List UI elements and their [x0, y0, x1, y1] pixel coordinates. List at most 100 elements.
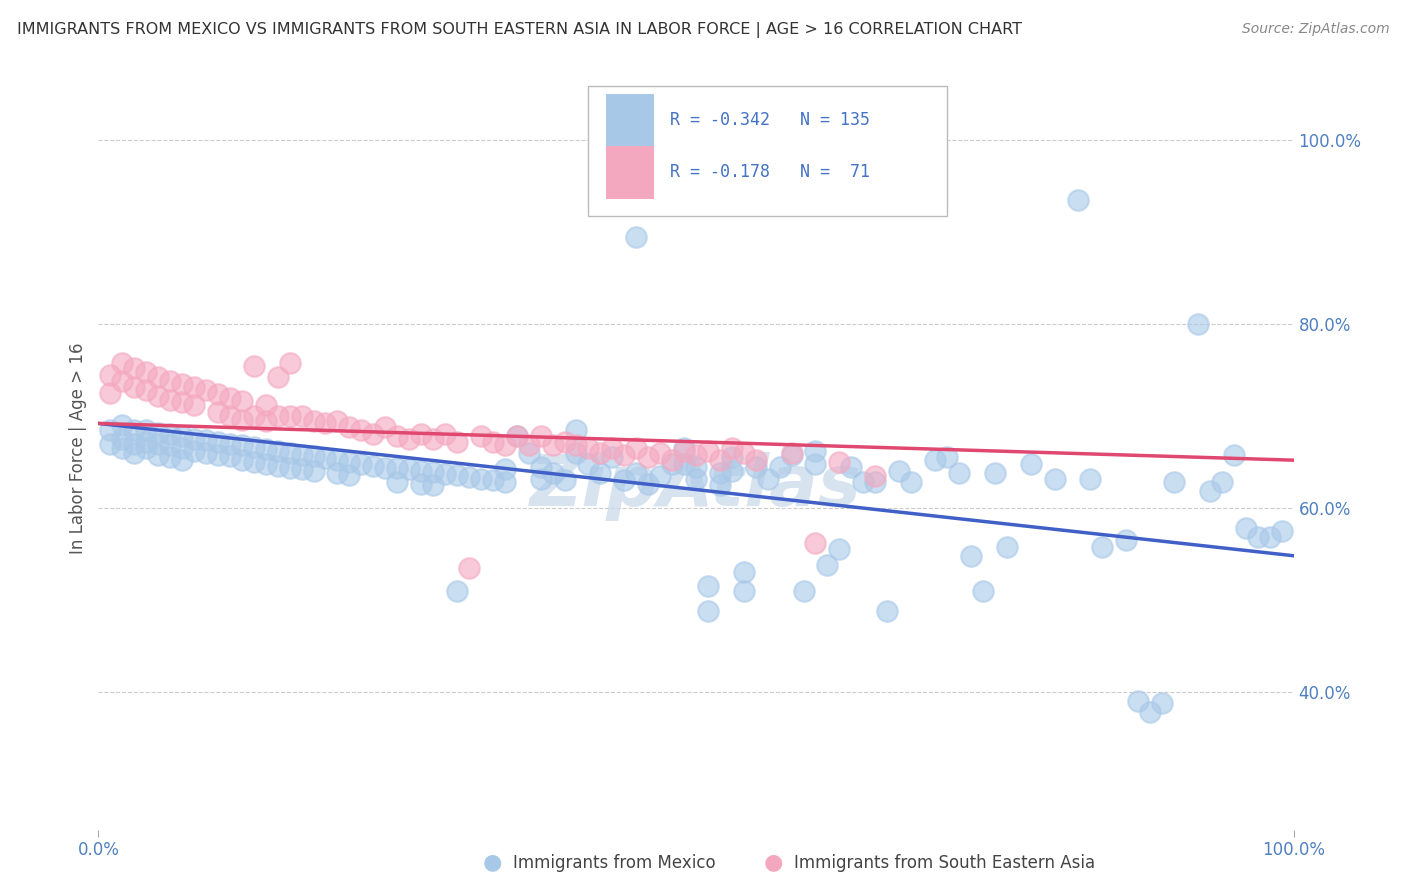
- Point: [135, 442, 157, 455]
- Point: [733, 566, 755, 580]
- Point: [183, 379, 205, 393]
- Point: [195, 446, 218, 460]
- Point: [231, 413, 253, 427]
- Point: [721, 442, 744, 455]
- Point: [363, 427, 385, 442]
- Text: ZipAtlas: ZipAtlas: [530, 452, 862, 521]
- Point: [111, 356, 134, 370]
- Point: [1043, 471, 1066, 485]
- Point: [481, 474, 505, 488]
- Point: [195, 384, 218, 398]
- Point: [411, 464, 433, 478]
- Point: [936, 450, 959, 465]
- Point: [697, 604, 720, 618]
- Point: [554, 434, 576, 449]
- Point: [219, 409, 242, 423]
- Point: [243, 359, 266, 373]
- Point: [494, 475, 516, 490]
- Point: [1187, 317, 1209, 331]
- Point: [721, 450, 744, 465]
- Point: [661, 453, 683, 467]
- Point: [685, 471, 707, 485]
- Point: [148, 448, 170, 462]
- Point: [124, 361, 146, 376]
- Point: [1080, 471, 1102, 485]
- Point: [385, 429, 409, 443]
- Point: [697, 579, 720, 593]
- Point: [148, 425, 170, 440]
- FancyBboxPatch shape: [589, 86, 948, 216]
- Point: [302, 464, 325, 478]
- Point: [865, 475, 887, 490]
- Point: [565, 423, 588, 437]
- Point: [172, 442, 194, 455]
- Point: [1223, 448, 1246, 462]
- Point: [602, 450, 624, 465]
- Point: [661, 457, 683, 471]
- FancyBboxPatch shape: [606, 146, 654, 199]
- Point: [648, 446, 672, 460]
- Point: [124, 446, 146, 460]
- Point: [434, 467, 457, 481]
- Point: [602, 442, 624, 455]
- Point: [673, 457, 696, 471]
- Point: [124, 423, 146, 437]
- Point: [350, 457, 373, 471]
- Point: [1258, 530, 1281, 544]
- Point: [183, 444, 205, 458]
- Point: [159, 392, 181, 407]
- Point: [481, 434, 505, 449]
- Point: [1019, 457, 1042, 471]
- Point: [517, 438, 540, 452]
- Point: [793, 583, 815, 598]
- Point: [315, 417, 337, 431]
- Point: [1115, 533, 1137, 548]
- Point: [1067, 193, 1090, 207]
- Point: [972, 583, 994, 598]
- Point: [267, 444, 290, 458]
- Point: [804, 444, 827, 458]
- Point: [267, 370, 290, 384]
- Point: [709, 478, 731, 492]
- Point: [159, 450, 181, 465]
- Point: [578, 457, 600, 471]
- Point: [183, 432, 205, 446]
- Point: [172, 453, 194, 467]
- Text: ●: ●: [482, 853, 502, 872]
- Point: [315, 451, 337, 466]
- Point: [494, 462, 516, 476]
- Point: [626, 230, 648, 244]
- Text: Immigrants from Mexico: Immigrants from Mexico: [513, 855, 716, 872]
- Point: [709, 453, 731, 467]
- Text: Immigrants from South Eastern Asia: Immigrants from South Eastern Asia: [794, 855, 1095, 872]
- Point: [1152, 696, 1174, 710]
- Point: [422, 478, 444, 492]
- Point: [876, 604, 898, 618]
- Point: [815, 558, 838, 572]
- Point: [733, 583, 755, 598]
- Point: [98, 386, 122, 401]
- Point: [207, 387, 229, 401]
- Text: R = -0.178   N =  71: R = -0.178 N = 71: [669, 163, 870, 181]
- Text: IMMIGRANTS FROM MEXICO VS IMMIGRANTS FROM SOUTH EASTERN ASIA IN LABOR FORCE | AG: IMMIGRANTS FROM MEXICO VS IMMIGRANTS FRO…: [17, 22, 1022, 38]
- Point: [231, 453, 253, 467]
- Point: [470, 471, 492, 485]
- Point: [458, 469, 481, 483]
- Point: [1163, 475, 1185, 490]
- Point: [148, 370, 170, 384]
- Point: [278, 460, 301, 475]
- Point: [278, 356, 301, 370]
- Point: [148, 436, 170, 450]
- Point: [243, 440, 266, 454]
- Point: [960, 549, 983, 563]
- Point: [291, 448, 314, 462]
- Point: [385, 461, 409, 475]
- Point: [948, 466, 970, 480]
- Point: [889, 464, 911, 478]
- Point: [302, 450, 325, 464]
- Point: [207, 405, 229, 419]
- Point: [111, 374, 134, 388]
- Point: [1199, 484, 1222, 499]
- Point: [841, 459, 863, 474]
- Point: [374, 420, 396, 434]
